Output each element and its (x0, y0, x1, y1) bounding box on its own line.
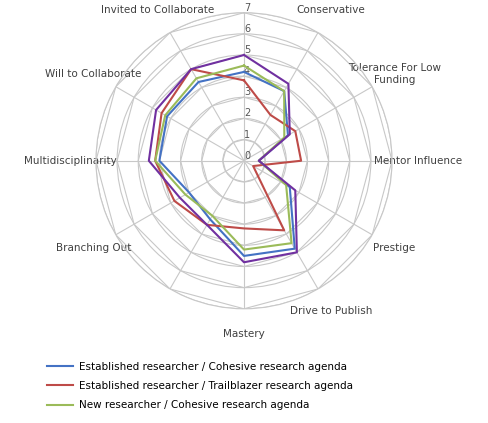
Legend: Established researcher / Cohesive research agenda, Established researcher / Trai: Established researcher / Cohesive resear… (44, 359, 356, 414)
